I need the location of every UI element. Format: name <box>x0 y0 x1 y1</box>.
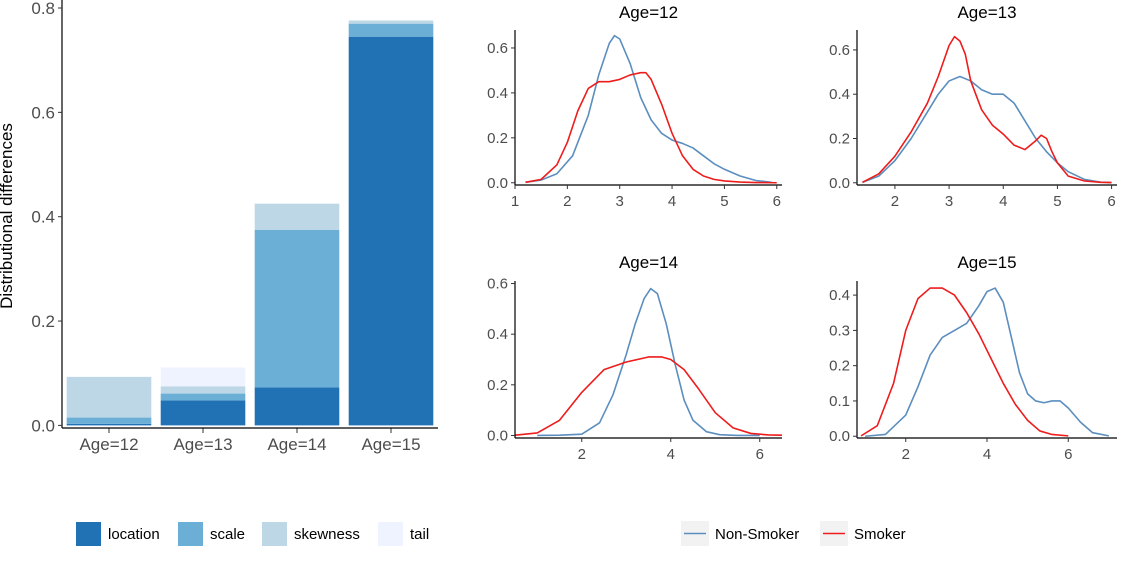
panel-title: Age=13 <box>957 3 1016 22</box>
panel-y-tick-label: 0.6 <box>487 40 508 57</box>
panel-y-tick-label: 0.0 <box>829 428 850 445</box>
bar-segment-skewness-3 <box>254 203 340 230</box>
legend-swatch-scale <box>178 522 203 546</box>
bar-segment-skewness-1 <box>66 376 152 418</box>
legend-label-skewness: skewness <box>294 526 360 543</box>
panel-title: Age=14 <box>619 253 678 272</box>
legend-swatch-tail <box>378 522 403 546</box>
panel-y-tick-label: 0.0 <box>829 175 850 192</box>
panel-x-tick-label: 6 <box>1064 446 1072 463</box>
bar-segment-skewness-2 <box>160 386 246 394</box>
bar-x-tick-label: Age=15 <box>361 435 420 454</box>
density-line-non-smoker <box>862 75 1112 184</box>
panel-y-tick-label: 0.2 <box>487 130 508 147</box>
panel-x-tick-label: 5 <box>1053 193 1061 210</box>
density-panel-age-13: Age=13 0.0 0.2 0.4 0.6 2 3 4 5 6 <box>829 3 1117 210</box>
panel-y-tick-label: 0.4 <box>487 326 508 343</box>
line-legend: Non-Smoker Smoker <box>681 521 906 546</box>
density-panel-age-12: Age=12 0.0 0.2 0.4 0.6 1 2 3 4 5 6 <box>487 3 782 210</box>
panel-title: Age=12 <box>619 3 678 22</box>
legend-label-tail: tail <box>410 526 429 543</box>
bar-segment-scale-1 <box>66 417 152 424</box>
legend-label-non-smoker: Non-Smoker <box>715 526 799 543</box>
bar-x-tick-label: Age=14 <box>267 435 326 454</box>
bar-y-axis-label: Distributional differences <box>0 123 16 309</box>
density-line-smoker <box>525 71 777 184</box>
legend-swatch-location <box>76 522 101 546</box>
bar-y-tick-label: 0.4 <box>31 208 55 227</box>
panel-x-tick-label: 5 <box>720 193 728 210</box>
legend-label-smoker: Smoker <box>854 526 906 543</box>
panel-y-tick-label: 0.3 <box>829 322 850 339</box>
panel-x-tick-label: 3 <box>945 193 953 210</box>
bar-y-tick-label: 0.0 <box>31 416 55 435</box>
panel-x-tick-label: 6 <box>756 446 764 463</box>
panel-x-tick-label: 3 <box>616 193 624 210</box>
bar-y-tick-label: 0.2 <box>31 312 55 331</box>
panel-x-tick-label: 1 <box>511 193 519 210</box>
panel-y-tick-label: 0.2 <box>487 377 508 394</box>
panel-x-tick-label: 6 <box>1107 193 1115 210</box>
bar-segment-location-3 <box>254 387 340 426</box>
bar-segment-scale-4 <box>348 23 434 37</box>
bar-segment-skewness-4 <box>348 20 434 24</box>
panel-y-tick-label: 0.1 <box>829 393 850 410</box>
bar-x-axis: Age=12 Age=13 Age=14 Age=15 <box>62 427 438 454</box>
panel-x-tick-label: 2 <box>891 193 899 210</box>
panel-x-tick-label: 2 <box>578 446 586 463</box>
bar-legend: location scale skewness tail <box>76 522 429 546</box>
panel-y-tick-label: 0.6 <box>829 42 850 59</box>
panel-y-tick-label: 0.4 <box>487 85 508 102</box>
panel-x-tick-label: 2 <box>563 193 571 210</box>
panel-x-tick-label: 4 <box>983 446 991 463</box>
bar-segment-scale-2 <box>160 393 246 401</box>
panel-x-tick-label: 4 <box>668 193 676 210</box>
panel-title: Age=15 <box>957 253 1016 272</box>
density-panel-age-15: Age=15 0.0 0.1 0.2 0.3 0.4 2 4 6 <box>829 253 1117 463</box>
panel-y-tick-label: 0.0 <box>487 427 508 444</box>
bar-segment-location-1 <box>66 423 152 426</box>
bar-y-tick-label: 0.6 <box>31 103 55 122</box>
bar-segment-tail-2 <box>160 367 246 387</box>
panel-y-tick-label: 0.4 <box>829 287 850 304</box>
density-line-smoker <box>514 356 783 437</box>
bar-segment-location-4 <box>348 36 434 426</box>
panel-x-tick-label: 6 <box>773 193 781 210</box>
panel-y-tick-label: 0.2 <box>829 358 850 375</box>
bar-marks <box>66 20 434 426</box>
bar-y-axis: 0.0 0.2 0.4 0.6 0.8 <box>31 0 63 435</box>
panel-y-tick-label: 0.0 <box>487 175 508 192</box>
bar-segment-location-2 <box>160 400 246 426</box>
density-line-non-smoker <box>537 287 760 437</box>
panel-x-tick-label: 4 <box>667 446 675 463</box>
stacked-bar-chart: 0.0 0.2 0.4 0.6 0.8 Age=12 Age=13 Age=14 Age=15… <box>0 0 438 454</box>
legend-swatch-skewness <box>262 522 287 546</box>
legend-label-scale: scale <box>210 526 245 543</box>
density-panel-age-14: Age=14 0.0 0.2 0.4 0.6 2 4 6 <box>487 253 783 463</box>
density-line-non-smoker <box>865 287 1110 438</box>
legend-label-location: location <box>108 526 160 543</box>
panel-y-tick-label: 0.2 <box>829 131 850 148</box>
bar-x-tick-label: Age=13 <box>173 435 232 454</box>
bar-y-tick-label: 0.8 <box>31 0 55 18</box>
panel-x-tick-label: 2 <box>902 446 910 463</box>
panel-y-tick-label: 0.4 <box>829 86 850 103</box>
panel-x-tick-label: 4 <box>999 193 1007 210</box>
panel-y-tick-label: 0.6 <box>487 276 508 293</box>
bar-x-tick-label: Age=12 <box>79 435 138 454</box>
density-line-smoker <box>860 287 1069 437</box>
bar-segment-scale-3 <box>254 229 340 388</box>
density-line-smoker <box>862 35 1112 184</box>
density-line-non-smoker <box>525 34 772 184</box>
